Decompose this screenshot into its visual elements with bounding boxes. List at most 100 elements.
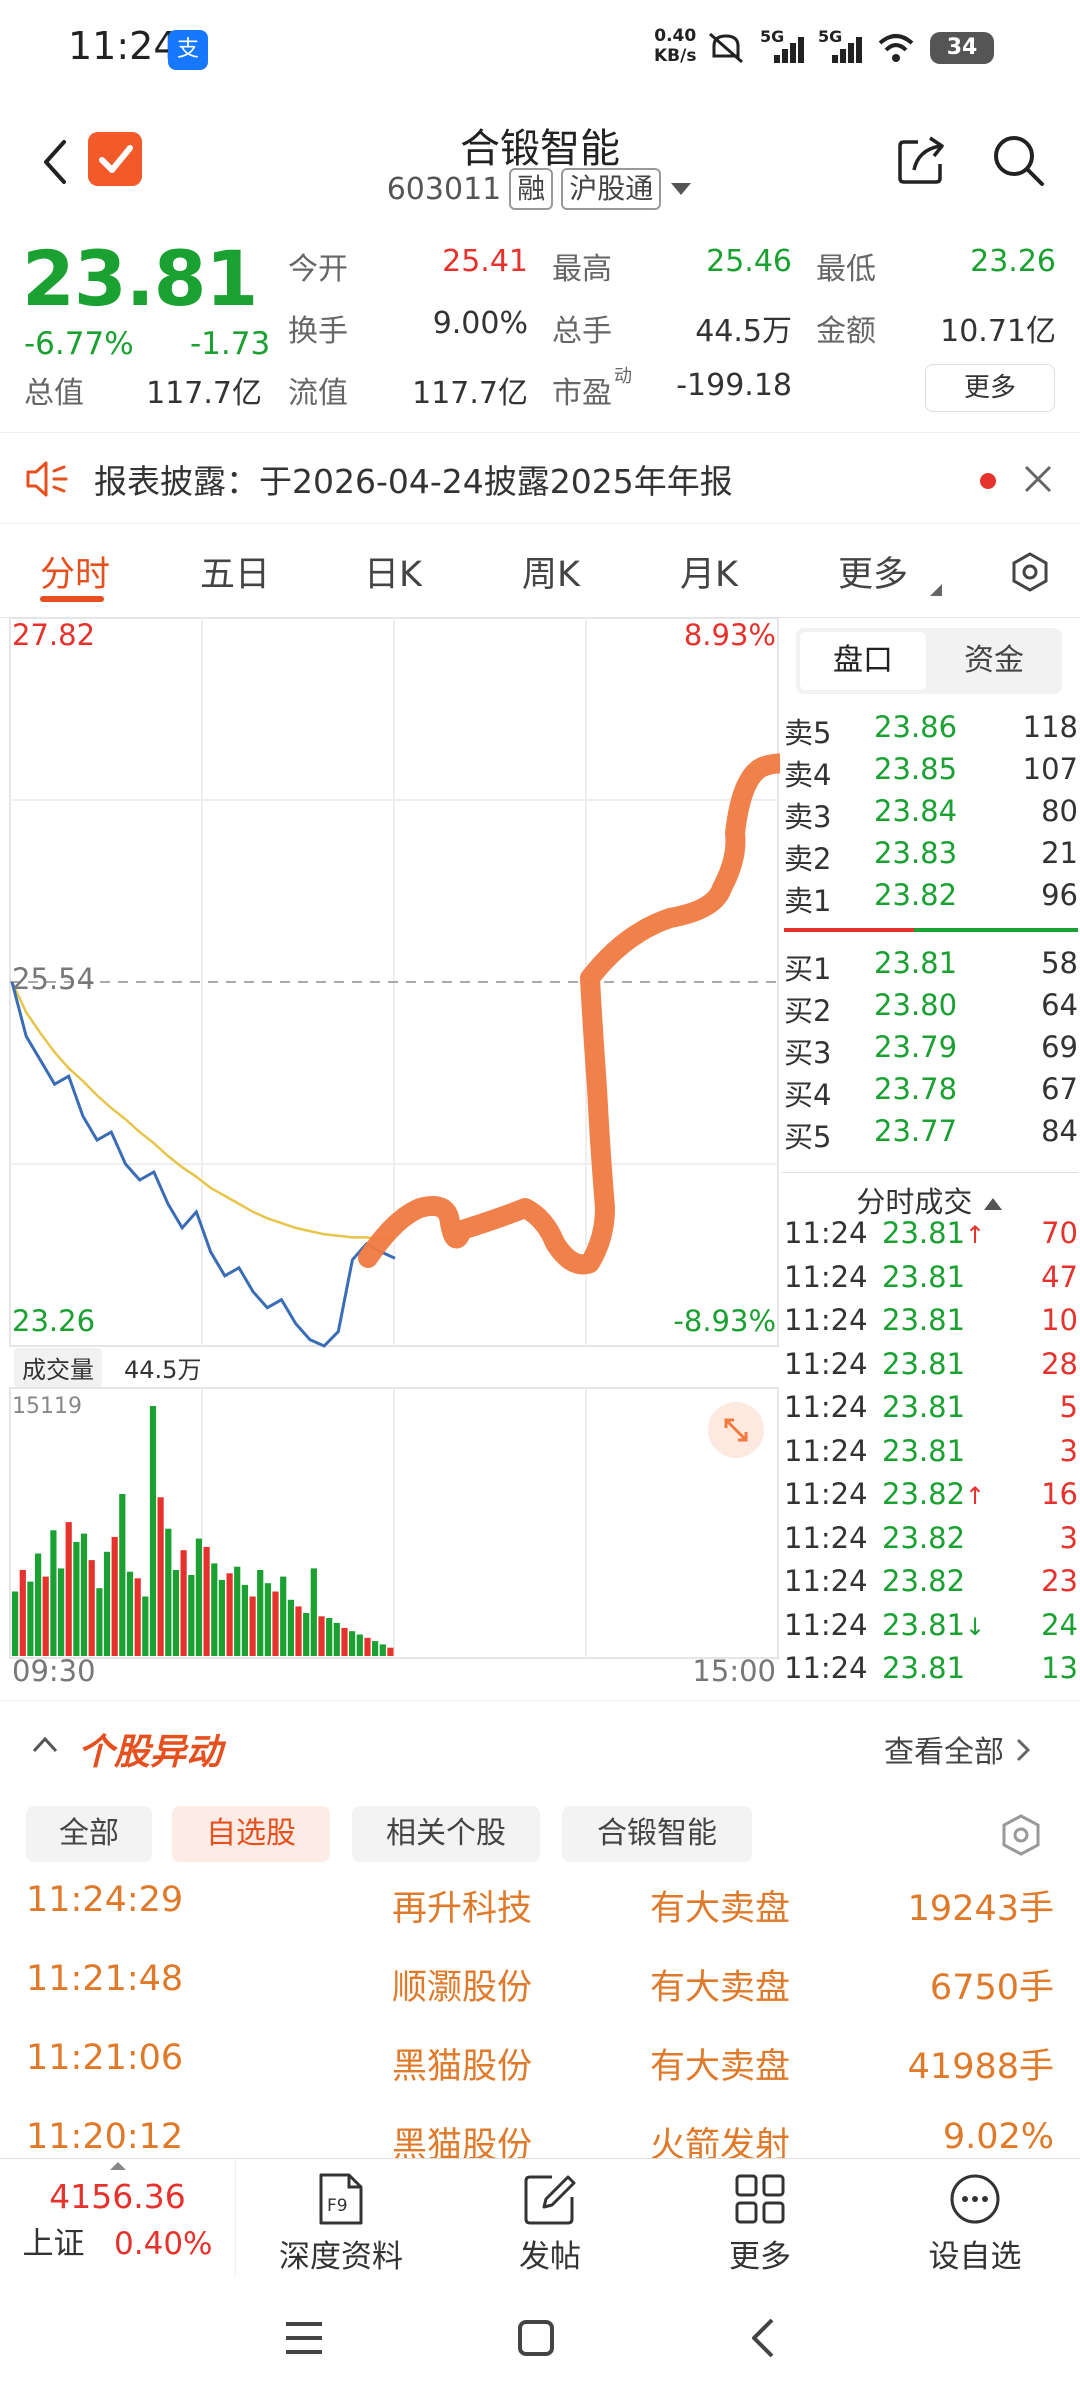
caret-down-icon[interactable] (669, 180, 693, 198)
ask-price: 23.84 (874, 794, 958, 828)
tick-price: 23.82 (882, 1564, 965, 1598)
tick-volume: 3 (1059, 1520, 1078, 1555)
quote-value-turnover: 9.00% (432, 306, 528, 341)
tab-intraday[interactable]: 分时 (40, 555, 111, 595)
volume-bar (172, 1570, 180, 1656)
share-icon[interactable] (894, 132, 950, 188)
volume-bar (234, 1566, 241, 1656)
stock-code: 603011 (386, 171, 502, 207)
more-menu-button[interactable]: 更多 (670, 2159, 850, 2277)
notice-text: 报表披露：于2026-04-24披露2025年年报 (94, 462, 733, 501)
tick-price: 23.81↑ (882, 1216, 985, 1250)
ask-row: 卖5 23.86 118 (782, 710, 1078, 752)
move-value: 41988手 (907, 2047, 1054, 2087)
expand-icon (724, 1418, 748, 1442)
move-stock-name: 黑猫股份 (392, 2047, 533, 2087)
bid-price: 23.78 (874, 1072, 958, 1106)
ask-price: 23.83 (874, 836, 958, 870)
tick-time: 11:24 (784, 1303, 868, 1337)
back-icon[interactable] (34, 132, 78, 192)
search-icon[interactable] (990, 132, 1046, 188)
bid-volume: 67 (1041, 1072, 1078, 1106)
more-dots-icon (950, 2174, 1000, 2224)
chart-settings-icon[interactable] (1008, 550, 1052, 594)
volume-bar (88, 1560, 95, 1656)
orderbook-divider-bid (914, 928, 1078, 932)
tab-daily-k[interactable]: 日K (364, 555, 422, 595)
moves-settings-icon[interactable] (998, 1812, 1044, 1858)
tick-volume: 47 (1041, 1259, 1078, 1294)
move-row[interactable]: 11:21:48 顺灏股份 有大卖盘 6750手 (0, 1959, 1080, 2037)
move-row[interactable]: 11:24:29 再升科技 有大卖盘 19243手 (0, 1880, 1080, 1958)
tick-price: 23.81 (882, 1651, 965, 1685)
tab-five-day[interactable]: 五日 (200, 555, 271, 595)
move-value: 9.02% (942, 2117, 1054, 2157)
collapse-icon[interactable] (30, 1733, 60, 1755)
quote-more-button[interactable]: 更多 (925, 364, 1055, 412)
add-watchlist-button[interactable]: 设自选 (880, 2159, 1070, 2277)
quote-label-pe: 市盈 (552, 376, 612, 411)
tick-direction-arrow: ↑ (965, 1221, 986, 1249)
tick-volume: 23 (1041, 1564, 1078, 1598)
quote-label-amount: 金额 (816, 314, 876, 349)
ticks-title[interactable]: 分时成交 (782, 1172, 1078, 1221)
chip-all[interactable]: 全部 (26, 1806, 152, 1862)
volume-bar (341, 1627, 348, 1656)
quote-label-float-cap: 流值 (288, 376, 348, 411)
expand-chart-button[interactable] (708, 1402, 764, 1458)
tick-volume: 5 (1059, 1390, 1078, 1424)
home-icon[interactable] (516, 2318, 556, 2358)
bottom-item-label: 设自选 (928, 2239, 1022, 2275)
volume-bar (35, 1553, 42, 1656)
post-button[interactable]: 发帖 (460, 2159, 640, 2277)
chip-this-stock[interactable]: 合锻智能 (562, 1806, 752, 1862)
volume-label: 成交量 (14, 1348, 102, 1387)
quote-label-turnover: 换手 (288, 314, 348, 349)
price-line (10, 981, 396, 1348)
menu-icon[interactable] (284, 2320, 324, 2356)
bottom-bar: 4156.36 上证 0.40% F9 深度资料 发帖 更多 设自选 (0, 2158, 1080, 2277)
tab-monthly-k[interactable]: 月K (680, 555, 738, 595)
ask-volume: 107 (1022, 752, 1078, 786)
view-all-link[interactable]: 查看全部 (884, 1727, 1032, 1771)
quote-value-low: 23.26 (970, 244, 1056, 279)
tick-price: 23.81 (882, 1434, 965, 1468)
bid-row: 买2 23.80 64 (782, 988, 1078, 1030)
tab-pankou[interactable]: 盘口 (800, 632, 926, 690)
net-speed: 0.40 KB/s (654, 26, 696, 66)
ask-row: 卖1 23.82 96 (782, 878, 1078, 920)
tick-volume: 16 (1041, 1477, 1078, 1511)
volume-bar (364, 1637, 371, 1656)
ask-volume: 21 (1041, 836, 1078, 870)
nav-back-icon[interactable] (748, 2316, 778, 2360)
tab-weekly-k[interactable]: 周K (522, 555, 580, 595)
chip-related[interactable]: 相关个股 (352, 1806, 540, 1862)
f9-document-icon: F9 (319, 2173, 363, 2225)
quote-value-float-cap: 117.7亿 (412, 376, 528, 411)
index-ticker[interactable]: 4156.36 上证 0.40% (0, 2159, 236, 2277)
tab-zijin[interactable]: 资金 (964, 643, 1024, 678)
tick-time: 11:24 (784, 1564, 868, 1598)
orderbook-tabs: 盘口 资金 (796, 628, 1062, 694)
intraday-chart[interactable]: 27.82 8.93% 25.54 23.26 -8.93% 成交量 44.5万… (0, 617, 822, 1698)
signal-1-label: 5G (760, 27, 785, 46)
volume-bar (149, 1406, 157, 1656)
volume-bar (103, 1551, 111, 1656)
chip-watchlist[interactable]: 自选股 (172, 1806, 330, 1862)
move-row[interactable]: 11:21:06 黑猫股份 有大卖盘 41988手 (0, 2038, 1080, 2116)
change-value: -1.73 (190, 326, 271, 362)
tick-volume: 28 (1041, 1346, 1078, 1381)
close-icon[interactable] (1022, 463, 1054, 495)
tick-volume: 10 (1041, 1303, 1078, 1337)
volume-bar (295, 1606, 302, 1656)
tick-price-value: 23.82 (882, 1564, 966, 1598)
tick-row: 11:24 23.82↑ 16 (782, 1477, 1078, 1519)
volume-bar (333, 1622, 340, 1656)
volume-bar (165, 1528, 172, 1656)
tick-direction-arrow: ↓ (965, 1612, 986, 1641)
deep-data-button[interactable]: F9 深度资料 (246, 2159, 436, 2277)
notice-banner[interactable]: 报表披露：于2026-04-24披露2025年年报 (0, 432, 1080, 524)
bid-label: 买5 (784, 1120, 832, 1154)
tab-more[interactable]: 更多 (838, 555, 909, 595)
volume-bar (356, 1634, 363, 1656)
